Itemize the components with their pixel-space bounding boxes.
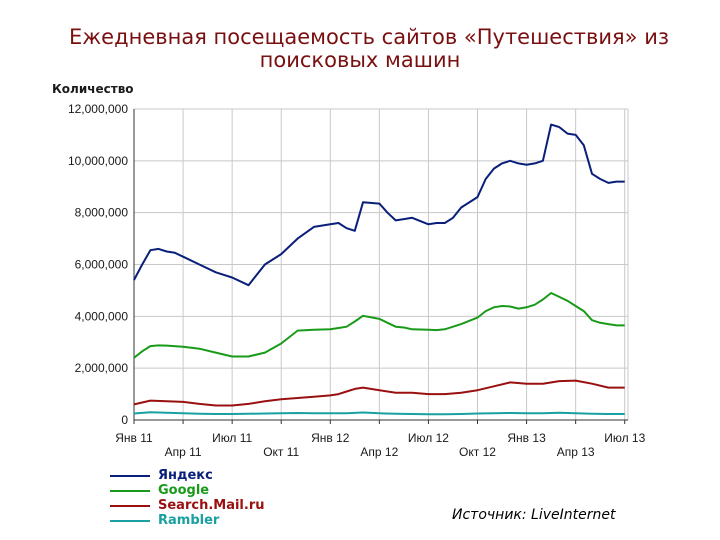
y-tick-label: 0 [121,413,128,427]
y-tick-label: 2,000,000 [75,361,129,375]
legend-label: Яндекс [158,468,213,483]
x-tick-label: Янв 13 [507,431,546,445]
y-tick-label: 10,000,000 [68,154,128,168]
legend-label: Search.Mail.ru [158,498,265,513]
legend-swatch [110,490,150,492]
series-line-3 [133,411,625,416]
y-tick-label: 8,000,000 [75,206,129,220]
x-tick-label: Июл 13 [604,431,645,445]
chart-title-line-1: Ежедневная посещаемость сайтов «Путешест… [68,25,670,49]
legend-label: Google [158,483,210,498]
x-tick-labels: Янв 11 Апр 11 Июл 11 Окт 11 Янв 12 Апр 12 Июл … [115,431,645,459]
x-tick-label: Июл 12 [408,431,449,445]
x-tick-label: Апр 11 [165,445,202,459]
x-tick-label: Окт 11 [263,445,299,459]
y-tick-label: 4,000,000 [75,309,129,323]
series-line-1 [133,292,625,359]
series-line-2 [133,379,625,407]
x-tick-label: Июл 11 [212,431,252,445]
x-tick-label: Окт 12 [459,445,496,459]
series-layer [133,123,625,416]
source-note: Источник: LiveInternet [452,507,616,523]
grid-layer [133,108,629,424]
y-axis-label: Количество [52,82,134,96]
series-line-0 [133,123,625,287]
chart-title: Ежедневная посещаемость сайтов «Путешест… [0,26,720,72]
x-tick-label: Апр 13 [557,445,595,459]
y-tick-label: 12,000,000 [68,102,128,116]
x-tick-label: Апр 12 [360,445,398,459]
chart-title-line-2: поисковых машин [259,48,461,72]
x-tick-label: Янв 12 [311,431,350,445]
line-chart: 0 2,000,000 4,000,000 6,000,000 8,000,000 10,… [52,82,646,459]
y-tick-label: 6,000,000 [75,258,129,272]
legend-swatch [110,475,150,477]
y-tick-labels: 0 2,000,000 4,000,000 6,000,000 8,000,000 10,… [68,102,128,427]
legend-label: Rambler [158,513,220,528]
x-tick-label: Янв 11 [115,431,153,445]
legend-swatch [110,505,150,507]
legend-swatch [110,520,150,522]
